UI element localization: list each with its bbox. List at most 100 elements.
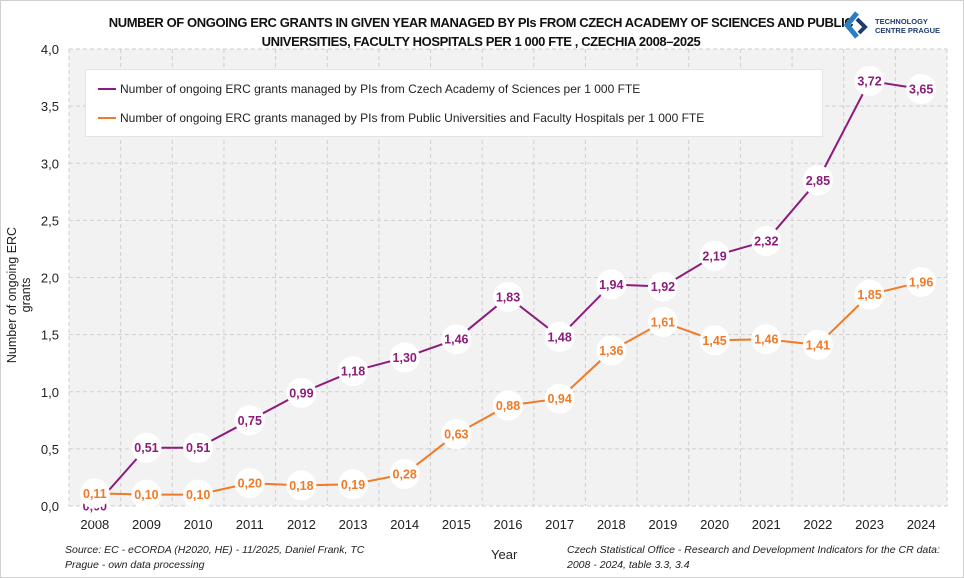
data-label-0: 2,85 xyxy=(806,174,830,188)
data-point-1 xyxy=(389,459,420,490)
data-point-1 xyxy=(338,469,369,500)
data-label-1: 0,20 xyxy=(238,477,262,491)
x-tick-label: 2020 xyxy=(700,517,729,532)
data-label-1: 0,19 xyxy=(341,478,365,492)
legend: Number of ongoing ERC grants managed by … xyxy=(85,69,823,137)
data-point-1 xyxy=(751,324,782,355)
y-tick-label: 2,0 xyxy=(41,271,59,286)
y-tick-label: 3,0 xyxy=(41,156,59,171)
data-label-0: 3,65 xyxy=(909,82,933,96)
data-point-0 xyxy=(544,321,575,352)
data-point-1 xyxy=(647,307,678,338)
legend-item-academy: Number of ongoing ERC grants managed by … xyxy=(98,82,640,96)
y-tick-label: 0,5 xyxy=(41,442,59,457)
data-point-1 xyxy=(699,325,730,356)
data-label-1: 1,61 xyxy=(651,316,675,330)
data-point-0 xyxy=(647,271,678,302)
data-point-0 xyxy=(441,324,472,355)
x-tick-label: 2011 xyxy=(236,517,264,532)
data-point-0 xyxy=(338,356,369,387)
data-label-0: 3,72 xyxy=(857,74,881,88)
y-tick-label: 1,5 xyxy=(41,328,59,343)
legend-label: Number of ongoing ERC grants managed by … xyxy=(120,82,641,96)
data-point-0 xyxy=(699,240,730,271)
data-label-1: 0,63 xyxy=(444,428,468,442)
logo-text: TECHNOLOGY xyxy=(875,17,928,26)
data-label-0: 1,83 xyxy=(496,290,520,304)
data-point-1 xyxy=(131,479,162,510)
legend-swatch xyxy=(98,88,116,90)
x-tick-label: 2016 xyxy=(494,517,523,532)
chart-title: NUMBER OF ONGOING ERC GRANTS IN GIVEN YE… xyxy=(108,15,854,49)
legend-swatch xyxy=(98,117,116,119)
data-label-0: 1,18 xyxy=(341,365,365,379)
data-point-1 xyxy=(234,468,265,499)
data-label-1: 1,36 xyxy=(599,344,623,358)
data-label-0: 2,19 xyxy=(702,249,726,263)
data-label-1: 1,96 xyxy=(909,276,933,290)
logo-text: CENTRE PRAGUE xyxy=(875,26,941,35)
data-point-1 xyxy=(183,479,214,510)
data-label-0: 1,48 xyxy=(547,330,571,344)
data-label-0: 2,32 xyxy=(754,234,778,248)
data-point-1 xyxy=(906,267,937,298)
x-tick-label: 2017 xyxy=(545,517,574,532)
data-point-0 xyxy=(286,377,317,408)
y-tick-label: 3,5 xyxy=(41,99,59,114)
x-tick-label: 2008 xyxy=(80,517,109,532)
data-label-1: 0,88 xyxy=(496,399,520,413)
source-right: Czech Statistical Office - Research and … xyxy=(567,544,940,571)
data-label-0: 1,46 xyxy=(444,333,468,347)
source-left: Source: EC - eCORDA (H2020, HE) - 11/202… xyxy=(65,544,365,571)
y-tick-label: 0,0 xyxy=(41,499,59,514)
data-point-0 xyxy=(234,405,265,436)
legend-item-universities: Number of ongoing ERC grants managed by … xyxy=(98,111,704,125)
x-tick-label: 2014 xyxy=(390,517,419,532)
y-tick-label: 4,0 xyxy=(41,42,59,57)
data-label-1: 1,41 xyxy=(806,338,830,352)
x-tick-label: 2021 xyxy=(752,517,781,532)
data-label-1: 0,10 xyxy=(186,488,210,502)
data-label-0: 1,94 xyxy=(599,278,623,292)
data-label-0: 0,51 xyxy=(134,441,158,455)
data-point-1 xyxy=(802,329,833,360)
data-label-1: 1,85 xyxy=(857,288,881,302)
data-point-1 xyxy=(79,478,110,509)
x-tick-label: 2023 xyxy=(855,517,884,532)
data-label-1: 1,46 xyxy=(754,333,778,347)
x-tick-label: 2013 xyxy=(339,517,368,532)
x-tick-label: 2012 xyxy=(287,517,316,532)
data-point-1 xyxy=(596,335,627,366)
data-point-0 xyxy=(802,165,833,196)
data-point-0 xyxy=(906,73,937,104)
legend-label: Number of ongoing ERC grants managed by … xyxy=(120,111,705,125)
data-label-1: 0,10 xyxy=(134,488,158,502)
y-axis-label: Number of ongoing ERC grants xyxy=(5,226,33,364)
x-tick-label: 2009 xyxy=(132,517,161,532)
data-point-1 xyxy=(854,279,885,310)
data-point-1 xyxy=(441,419,472,450)
x-tick-label: 2015 xyxy=(442,517,471,532)
data-point-0 xyxy=(131,432,162,463)
x-tick-label: 2022 xyxy=(803,517,832,532)
data-label-1: 1,45 xyxy=(702,334,726,348)
y-tick-label: 1,0 xyxy=(41,385,59,400)
x-tick-label: 2019 xyxy=(648,517,677,532)
data-point-0 xyxy=(183,432,214,463)
data-label-1: 0,18 xyxy=(289,479,313,493)
data-label-1: 0,28 xyxy=(393,468,417,482)
data-point-0 xyxy=(596,269,627,300)
data-label-0: 0,51 xyxy=(186,441,210,455)
x-axis-label: Year xyxy=(491,547,518,562)
data-label-1: 0,11 xyxy=(83,487,107,501)
data-label-1: 0,94 xyxy=(547,392,571,406)
data-point-0 xyxy=(854,65,885,96)
data-point-1 xyxy=(493,390,523,421)
y-tick-label: 2,5 xyxy=(41,213,59,228)
data-label-0: 0,99 xyxy=(289,386,313,400)
x-tick-label: 2024 xyxy=(907,517,936,532)
data-label-0: 0,75 xyxy=(238,414,262,428)
data-label-0: 1,92 xyxy=(651,280,675,294)
data-label-0: 1,30 xyxy=(393,351,417,365)
